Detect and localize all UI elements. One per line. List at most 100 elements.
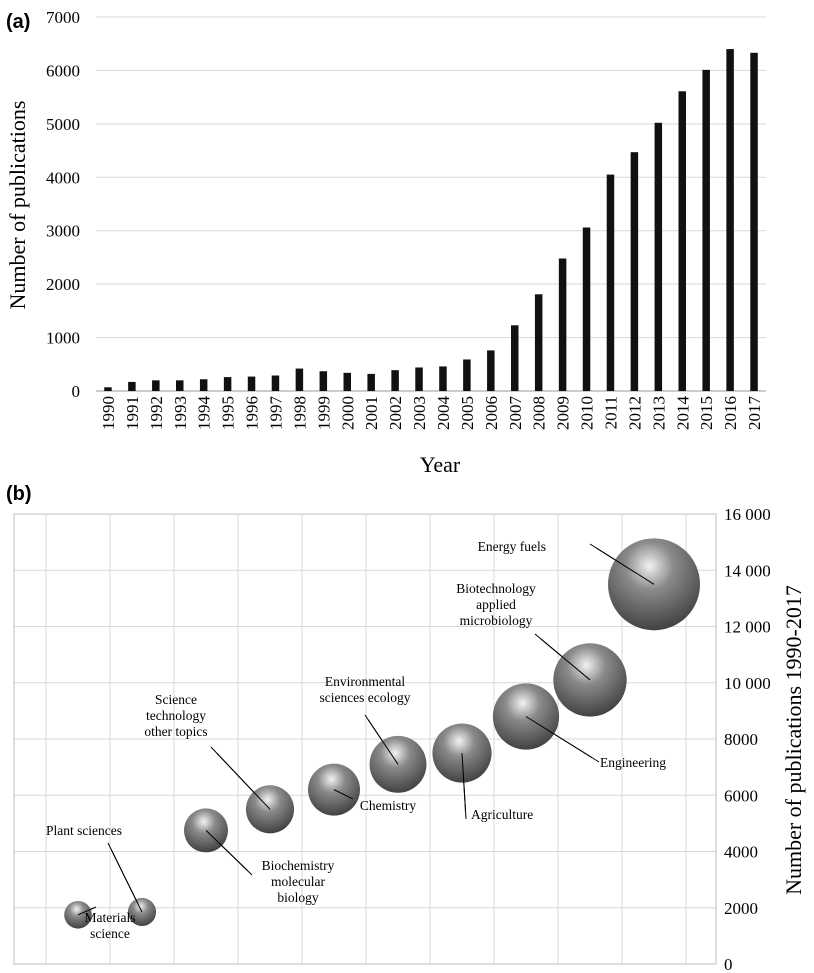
bar-2011 [606,174,615,391]
panel-a-x-tick-label: 2013 [649,396,668,430]
bubble-label-plant-sciences: Plant sciences [46,823,122,838]
bar-1991 [128,381,136,391]
leader-line-inner-chemistry [333,789,354,800]
bar-1999 [319,371,328,391]
bubble-label-biochemistry-molecular-biology: molecular [271,874,325,889]
leader-line-inner-biotechnology-applied-microbiology [540,638,591,681]
bubble-label-engineering: Engineering [600,755,666,770]
panel-a-y-tick-label: 3000 [46,222,80,241]
leader-line-inner-environmental-sciences-ecology [367,719,399,765]
bubble-label-energy-fuels: Energy fuels [478,539,546,554]
panel-a-x-tick-label: 1997 [266,396,285,431]
bar-2016 [726,49,734,392]
bubble-label-materials-science: Materials [85,910,136,925]
bubble-label-science-technology-other-topics: other topics [144,724,207,739]
bar-1998 [295,368,304,391]
panel-a-y-axis-title: Number of publications [5,101,30,310]
bubble-label-chemistry: Chemistry [360,798,416,813]
panel-a-x-axis-title: Year [420,452,461,477]
panel-a-y-tick-label: 1000 [46,329,80,348]
panel-a-x-tick-label: 1994 [195,396,214,431]
panel-b-bubble-chart: (b) 0 2000 4000 6000 8000 10 000 12 000 14 000 1… [6,483,806,973]
bar-1990 [104,387,112,391]
bar-2009 [558,258,567,391]
panel-a-y-tick-label: 2000 [46,275,80,294]
bar-1994 [199,379,208,391]
panel-a-x-tick-labels: 1990 1991 1992 1993 1994 1995 1996 1997 1998 1999… [99,396,764,431]
bar-2001 [367,373,375,391]
bubble-label-biotechnology-applied-microbiology: microbiology [460,613,533,628]
panel-a-x-tick-label: 1996 [243,396,262,430]
leader-line-inner-agriculture [461,753,467,813]
panel-a-y-tick-label: 4000 [46,168,80,187]
bar-1996 [247,376,256,391]
bar-2003 [415,367,423,391]
panel-b-y-axis-title: Number of publications 1990-2017 [781,585,806,895]
panel-a-x-tick-label: 2000 [338,396,357,430]
bubble-label-biotechnology-applied-microbiology: applied [476,597,516,612]
bubble-label-science-technology-other-topics: technology [146,708,206,723]
panel-b-y-tick-label: 14 000 [724,561,771,580]
bubble-label-materials-science: science [90,926,130,941]
panel-b-y-tick-label: 0 [724,955,733,973]
bubble-label-environmental-sciences-ecology: sciences ecology [319,690,410,705]
panel-a-x-tick-label: 2011 [601,396,620,429]
panel-a-x-tick-label: 1990 [99,396,118,430]
panel-a-x-tick-label: 2009 [554,396,573,430]
panel-a-x-tick-label: 2002 [386,396,405,430]
panel-b-y-tick-label: 16 000 [724,505,771,524]
bar-2014 [678,91,686,391]
bar-2007 [511,325,519,391]
bar-2002 [391,370,399,391]
bar-2005 [463,359,471,391]
bubble-label-biotechnology-applied-microbiology: Biotechnology [456,581,536,596]
bar-2000 [343,372,351,391]
bar-2004 [439,366,447,391]
panel-a-y-tick-labels: 0 1000 2000 3000 4000 5000 6000 7000 [46,8,80,401]
panel-b-bubbles [64,538,700,929]
bar-2017 [750,52,758,391]
panel-b-y-tick-label: 12 000 [724,618,771,637]
panel-b-y-tick-label: 10 000 [724,674,771,693]
panel-a-x-tick-label: 1992 [147,396,166,430]
panel-a-x-tick-label: 2016 [721,396,740,430]
leader-line-inner-energy-fuels [596,547,655,585]
leader-line-inner-materials-science [77,907,95,916]
bubble-label-science-technology-other-topics: Science [155,692,197,707]
panel-a-label: (a) [6,11,30,33]
panel-a-x-tick-label: 2003 [410,396,429,430]
panel-a-y-tick-label: 0 [72,382,81,401]
panel-a-x-tick-label: 1991 [123,396,142,430]
panel-b-y-tick-label: 2000 [724,899,758,918]
panel-b-plot-frame [13,513,717,965]
panel-a-bars [104,49,758,392]
panel-b-y-tick-label: 8000 [724,730,758,749]
bar-1993 [176,380,184,391]
bubble-label-biochemistry-molecular-biology: biology [277,890,319,905]
panel-a-y-tick-label: 5000 [46,115,80,134]
leader-line-inner-plant-sciences [110,849,143,913]
leader-line-inner-biochemistry-molecular-biology [205,830,248,871]
panel-a-gridlines [96,16,766,392]
bubble-label-biochemistry-molecular-biology: Biochemistry [262,858,335,873]
bar-1992 [152,380,160,391]
panel-b-y-tick-label: 4000 [724,843,758,862]
panel-b-y-tick-labels: 0 2000 4000 6000 8000 10 000 12 000 14 000 16 00… [724,505,771,973]
leader-line-inner-engineering [525,716,592,758]
panel-a-y-tick-label: 6000 [46,61,80,80]
panel-a-x-tick-label: 2017 [745,396,764,431]
panel-a-x-tick-label: 1993 [171,396,190,430]
bar-2012 [630,152,639,391]
bubble-label-environmental-sciences-ecology: Environmental [325,674,405,689]
panel-a-x-tick-label: 2001 [362,396,381,430]
bar-2008 [534,294,543,391]
bar-2013 [654,122,663,391]
panel-a-x-tick-label: 1998 [290,396,309,430]
bar-1997 [271,375,280,391]
panel-a-x-tick-label: 1999 [314,396,333,430]
panel-a-x-tick-label: 2006 [482,396,501,430]
panel-a-x-tick-label: 2014 [673,396,692,431]
panel-a-x-tick-label: 2008 [530,396,549,430]
